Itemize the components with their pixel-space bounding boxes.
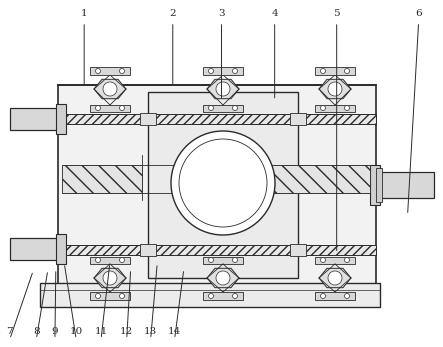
Text: 1: 1 xyxy=(81,9,87,18)
Text: 8: 8 xyxy=(33,327,39,336)
Bar xyxy=(90,67,130,75)
Bar xyxy=(58,245,376,255)
Circle shape xyxy=(233,68,237,74)
Circle shape xyxy=(233,257,237,262)
Bar xyxy=(10,238,62,260)
Circle shape xyxy=(216,82,230,96)
Bar xyxy=(90,257,130,264)
Text: 2: 2 xyxy=(170,9,176,18)
Circle shape xyxy=(233,294,237,298)
Bar xyxy=(203,67,243,75)
Bar xyxy=(376,168,382,202)
Circle shape xyxy=(103,82,117,96)
Circle shape xyxy=(171,131,275,235)
Bar xyxy=(56,234,66,264)
Bar xyxy=(40,283,380,307)
Circle shape xyxy=(209,257,214,262)
Bar xyxy=(262,165,370,193)
Circle shape xyxy=(120,105,124,110)
Text: 6: 6 xyxy=(416,9,422,18)
Circle shape xyxy=(209,105,214,110)
Circle shape xyxy=(328,271,342,285)
Bar xyxy=(58,85,376,285)
Bar xyxy=(56,104,66,134)
Circle shape xyxy=(209,68,214,74)
Bar xyxy=(62,165,142,193)
Polygon shape xyxy=(319,268,351,288)
Circle shape xyxy=(233,105,237,110)
Circle shape xyxy=(345,105,350,110)
Circle shape xyxy=(120,294,124,298)
Text: 4: 4 xyxy=(272,9,278,18)
Circle shape xyxy=(345,68,350,74)
Bar xyxy=(90,292,130,300)
Text: 11: 11 xyxy=(94,327,108,336)
Circle shape xyxy=(345,294,350,298)
Bar xyxy=(140,113,156,125)
Circle shape xyxy=(103,271,117,285)
Text: 13: 13 xyxy=(144,327,157,336)
Polygon shape xyxy=(94,268,126,288)
Bar xyxy=(215,270,231,280)
Text: 7: 7 xyxy=(7,327,13,336)
Polygon shape xyxy=(207,268,239,288)
Circle shape xyxy=(320,105,326,110)
Circle shape xyxy=(320,257,326,262)
Bar xyxy=(315,67,355,75)
Bar xyxy=(290,113,306,125)
Bar xyxy=(376,172,434,198)
Polygon shape xyxy=(94,79,126,99)
Circle shape xyxy=(216,271,230,285)
Circle shape xyxy=(120,257,124,262)
Bar xyxy=(315,105,355,112)
Circle shape xyxy=(320,294,326,298)
Circle shape xyxy=(96,68,101,74)
Polygon shape xyxy=(319,79,351,99)
Polygon shape xyxy=(207,79,239,99)
Circle shape xyxy=(328,82,342,96)
Bar xyxy=(148,92,298,278)
Bar xyxy=(10,108,62,130)
Circle shape xyxy=(120,68,124,74)
Bar xyxy=(203,257,243,264)
Bar xyxy=(203,105,243,112)
Bar xyxy=(203,292,243,300)
Circle shape xyxy=(96,257,101,262)
Circle shape xyxy=(320,68,326,74)
Circle shape xyxy=(96,105,101,110)
Bar xyxy=(315,292,355,300)
Bar xyxy=(370,165,380,205)
Bar xyxy=(140,244,156,256)
Bar xyxy=(290,244,306,256)
Text: 10: 10 xyxy=(70,327,83,336)
Text: 12: 12 xyxy=(120,327,133,336)
Text: 3: 3 xyxy=(218,9,225,18)
Text: 14: 14 xyxy=(168,327,181,336)
Circle shape xyxy=(96,294,101,298)
Bar xyxy=(58,114,376,124)
Bar xyxy=(90,105,130,112)
Text: 5: 5 xyxy=(334,9,340,18)
Bar xyxy=(315,257,355,264)
Text: 9: 9 xyxy=(52,327,58,336)
Circle shape xyxy=(209,294,214,298)
Circle shape xyxy=(345,257,350,262)
